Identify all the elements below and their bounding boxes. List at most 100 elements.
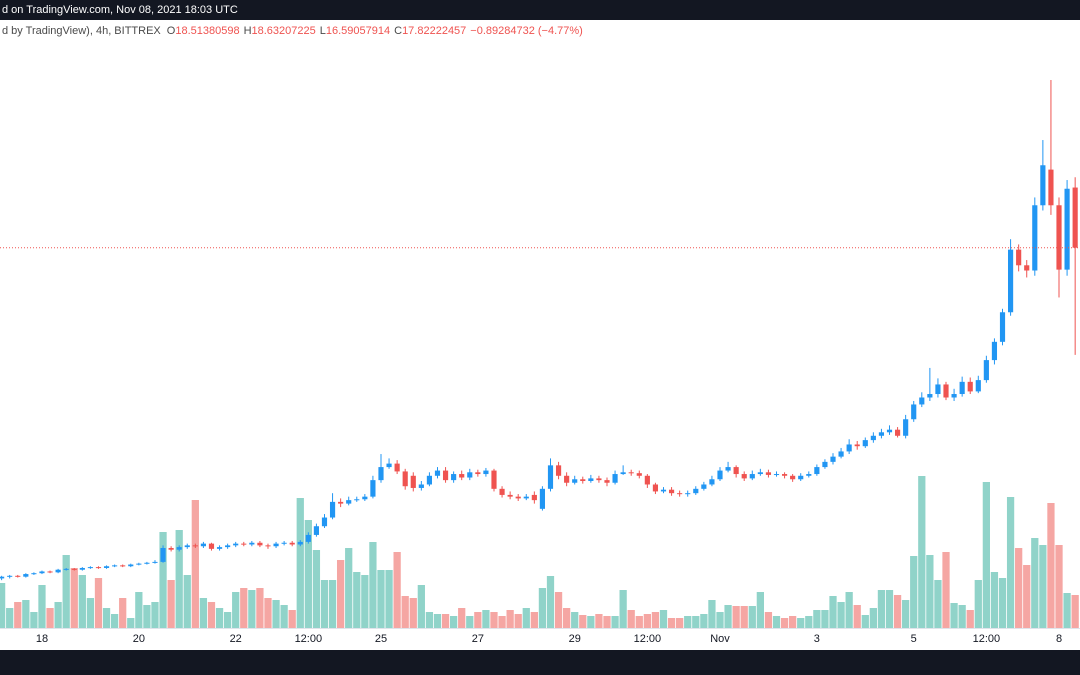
candle-body xyxy=(241,543,247,545)
volume-bar xyxy=(829,596,837,628)
candle-body xyxy=(773,474,780,476)
header: d on TradingView.com, Nov 08, 2021 18:03… xyxy=(2,4,238,16)
candle-body xyxy=(192,545,198,547)
candle-body xyxy=(523,496,529,499)
candle-body xyxy=(1008,249,1014,313)
candle-body xyxy=(289,542,295,545)
volume-bar xyxy=(223,612,232,628)
candle-body xyxy=(39,571,45,574)
candle-body xyxy=(620,472,626,475)
volume-bar xyxy=(966,610,974,628)
volume-bar xyxy=(409,598,417,628)
volume-bar xyxy=(490,612,498,628)
volume-bar xyxy=(797,618,805,628)
candle-body xyxy=(0,576,5,579)
volume-bar xyxy=(264,598,272,628)
candle-body xyxy=(265,545,271,547)
candle-body xyxy=(273,543,279,547)
candle-body xyxy=(749,474,755,479)
candle-body xyxy=(870,435,876,441)
symbol-line: d by TradingView), 4h, BITTREX O18.513805… xyxy=(2,25,583,37)
top-bar xyxy=(0,0,1080,20)
volume-bar xyxy=(312,550,321,628)
candle-body xyxy=(717,470,723,480)
volume-bar xyxy=(877,590,886,628)
candle-body xyxy=(564,475,570,483)
candle-body xyxy=(693,488,699,494)
candle-body xyxy=(822,461,828,468)
candle-body xyxy=(701,484,707,489)
volume-bar xyxy=(853,605,861,628)
candle-body xyxy=(677,493,683,495)
volume-bar xyxy=(38,585,46,628)
volume-bar xyxy=(611,616,619,628)
volume-bar xyxy=(748,606,756,628)
candle-body xyxy=(354,499,360,501)
volume-bar xyxy=(716,612,724,628)
volume-bar xyxy=(458,608,466,628)
candle-body xyxy=(103,566,110,568)
candle-body xyxy=(539,488,546,509)
candle-body xyxy=(160,547,166,562)
candle-body xyxy=(555,465,562,476)
candle-body xyxy=(886,429,893,433)
volume-bar xyxy=(1047,503,1055,628)
volume-bar xyxy=(240,588,248,628)
candle-body xyxy=(1048,169,1054,206)
candle-body xyxy=(184,545,190,548)
candle-body xyxy=(709,479,715,485)
volume-bar xyxy=(918,476,926,628)
volume-bar xyxy=(498,616,506,628)
candle-body xyxy=(1016,249,1022,266)
volume-bar xyxy=(603,616,611,628)
volume-bar xyxy=(700,614,708,628)
volume-bar xyxy=(821,610,829,628)
candle-body xyxy=(733,467,739,475)
volume-bar xyxy=(401,596,409,628)
candle-body xyxy=(362,496,368,500)
volume-bar xyxy=(30,612,38,628)
x-tick-label: 27 xyxy=(472,633,484,645)
candle-body xyxy=(491,470,497,489)
volume-bar xyxy=(183,575,191,628)
ohlc-value: 16.59057914 xyxy=(326,25,390,37)
volume-bar xyxy=(466,616,474,628)
volume-bar xyxy=(280,605,288,628)
volume-bar xyxy=(659,610,668,628)
x-tick-label: 5 xyxy=(911,633,917,645)
candle-body xyxy=(596,478,602,481)
candle-body xyxy=(31,573,37,575)
candle-body xyxy=(830,456,836,462)
volume-bar xyxy=(805,616,813,628)
volume-bar xyxy=(345,548,353,628)
volume-bar xyxy=(1039,545,1047,628)
candle-body xyxy=(434,470,441,476)
volume-bar xyxy=(102,608,111,628)
candle-body xyxy=(781,474,788,476)
ohlc-value: 18.63207225 xyxy=(252,25,316,37)
candle-body xyxy=(612,474,618,483)
candle-body xyxy=(63,568,69,570)
candle-body xyxy=(507,494,513,497)
volume-bar xyxy=(950,603,958,628)
volume-bar xyxy=(143,605,151,628)
volume-bar xyxy=(627,610,635,628)
ohlc-value: 18.51380598 xyxy=(175,25,239,37)
candle-body xyxy=(814,467,820,475)
x-tick-label: 29 xyxy=(569,633,581,645)
volume-bar xyxy=(22,600,30,628)
volume-bar xyxy=(70,568,78,628)
volume-bar xyxy=(869,608,877,628)
candle-body xyxy=(475,472,481,475)
volume-bar xyxy=(740,606,748,628)
volume-bar xyxy=(425,612,434,628)
volume-bar xyxy=(756,592,764,628)
candle-body xyxy=(1072,187,1078,248)
volume-bar xyxy=(199,598,208,628)
x-tick-label: 12:00 xyxy=(973,633,1001,645)
candle-body xyxy=(999,312,1006,342)
candle-body xyxy=(975,380,981,392)
volume-bar xyxy=(893,595,902,628)
volume-bar xyxy=(151,602,159,628)
candle-body xyxy=(15,575,21,577)
